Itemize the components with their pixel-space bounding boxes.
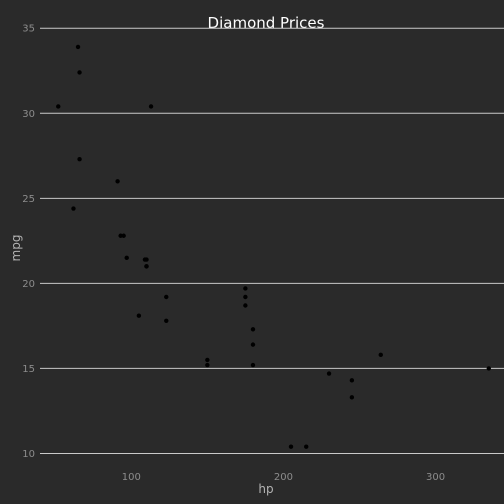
data-point [144,264,149,269]
gridlines [40,27,504,454]
data-point [124,255,129,261]
data-point [326,371,332,376]
y-tick-label: 25 [22,194,35,205]
data-point [164,294,169,300]
data-point [121,233,126,238]
data-point [115,179,120,184]
y-tick-label: 30 [22,109,35,120]
data-point [56,104,61,109]
x-axis-title: hp [258,482,273,496]
data-point [164,318,169,324]
x-tick-labels: 100 200 300 [122,472,445,483]
x-tick-label: 300 [426,472,445,483]
y-tick-label: 15 [22,364,35,375]
data-points [56,44,491,449]
data-point [243,286,248,291]
data-point [243,294,248,300]
data-point [77,70,82,75]
data-point [118,233,123,238]
data-point [378,352,383,358]
data-point [250,362,256,368]
x-tick-label: 100 [122,472,141,483]
data-point [250,327,256,332]
data-point [349,395,355,400]
x-tick-label: 200 [274,472,293,483]
y-tick-label: 35 [22,24,35,35]
data-point [288,444,294,449]
chart-title: Diamond Prices [208,14,325,32]
data-point [142,257,148,262]
data-point [486,366,491,371]
data-point [243,303,248,308]
data-point [205,357,210,363]
data-point [304,444,309,449]
y-tick-label: 10 [22,449,35,460]
y-tick-labels: 10 15 20 25 30 35 [22,24,35,460]
data-point [71,206,76,211]
data-point [148,104,154,109]
data-point [75,44,81,50]
y-axis-title: mpg [9,235,23,262]
data-point [136,313,142,318]
y-tick-label: 20 [22,279,35,290]
data-point [77,156,82,162]
data-point [349,378,355,383]
data-point [205,362,210,368]
data-point [250,342,256,347]
